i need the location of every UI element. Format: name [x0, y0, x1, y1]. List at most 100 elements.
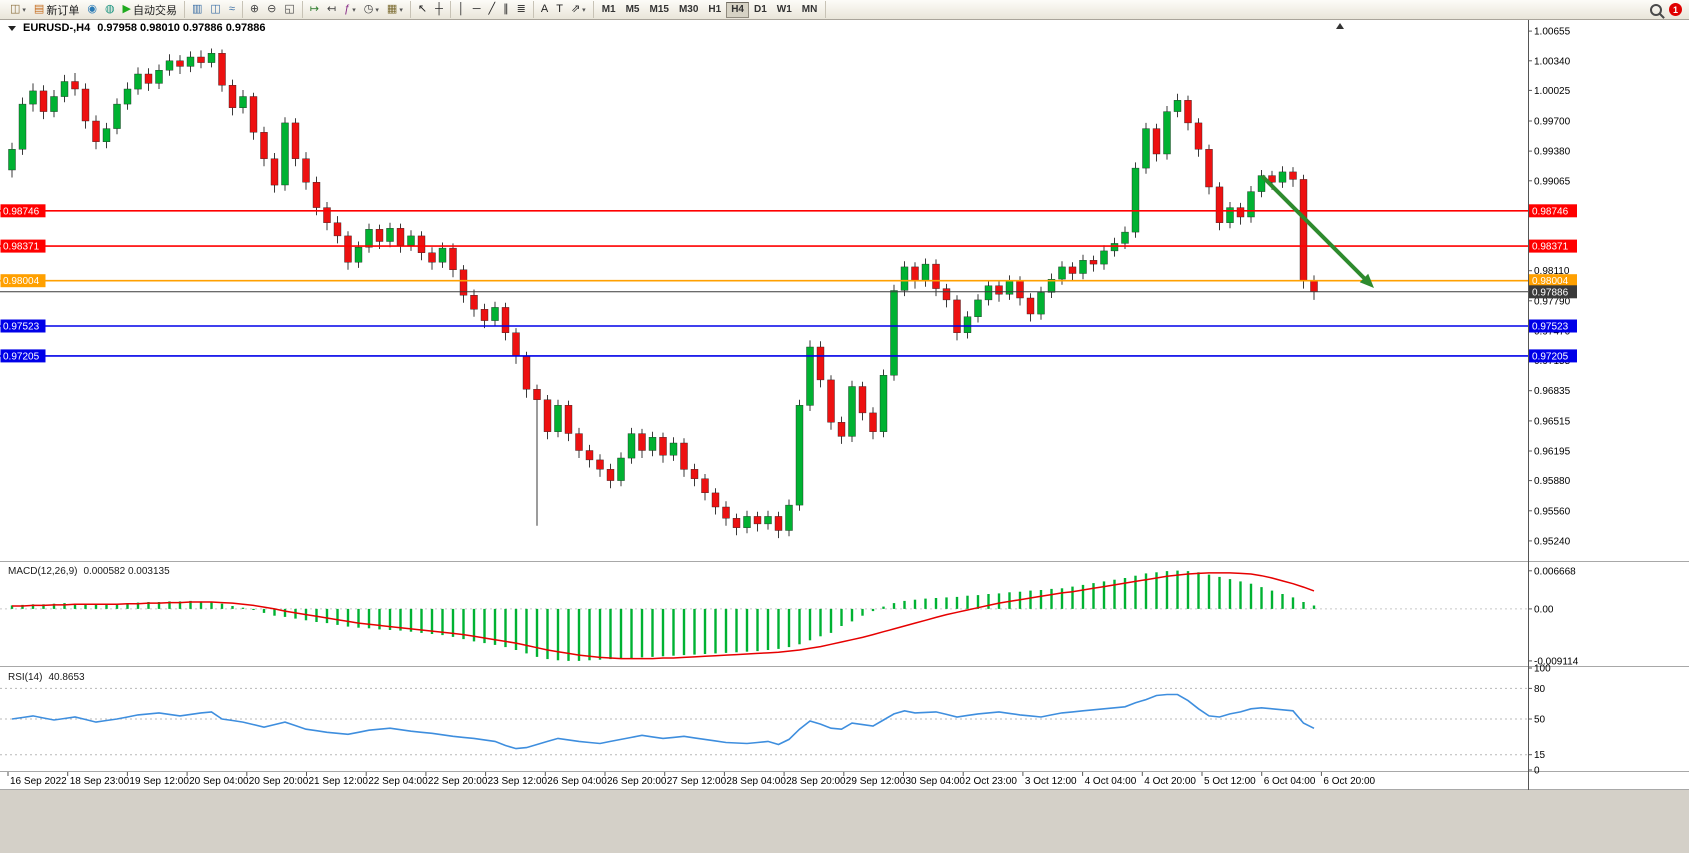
time-axis-label: 6 Oct 04:00	[1264, 776, 1316, 787]
time-axis-label: 30 Sep 04:00	[906, 776, 966, 787]
candle-chart-button[interactable]: ◫	[206, 2, 224, 18]
timeframe-w1-button[interactable]: W1	[772, 2, 797, 18]
candle	[638, 428, 646, 458]
candle	[942, 283, 951, 308]
equidistant-channel-button[interactable]: ∥	[499, 2, 513, 18]
price-line-label: 0.98371	[1529, 239, 1577, 253]
text-icon: A	[540, 3, 549, 15]
indicators-button[interactable]: ƒ ▾	[340, 2, 360, 18]
tile-windows-button[interactable]: ◱	[280, 2, 298, 18]
price-axis-label: 0.96835	[1534, 386, 1571, 397]
text-button[interactable]: A	[537, 2, 552, 18]
zoom-in-button[interactable]: ⊕	[246, 2, 263, 18]
arrows-button[interactable]: ⇗ ▾	[567, 2, 590, 18]
arrows-icon: ⇗	[570, 3, 581, 15]
cursor-button[interactable]: ↖	[414, 2, 431, 18]
timeframe-m5-button[interactable]: M5	[621, 2, 645, 18]
time-axis-label: 5 Oct 12:00	[1204, 776, 1256, 787]
rsi-axis-label: 50	[1534, 715, 1546, 726]
crosshair-button[interactable]: ┼	[431, 2, 447, 18]
candle	[1257, 170, 1266, 198]
candle	[228, 79, 237, 116]
vertical-line-button[interactable]: │	[454, 2, 469, 18]
chart-shift-icon: ↤	[326, 3, 337, 15]
svg-text:0.98746: 0.98746	[3, 206, 40, 217]
timeframe-m1-button[interactable]: M1	[597, 2, 621, 18]
svg-text:0.97523: 0.97523	[1532, 322, 1569, 333]
candle	[543, 395, 552, 440]
time-axis-label: 16 Sep 2022	[10, 776, 67, 787]
horizontal-line-button[interactable]: ─	[469, 2, 485, 18]
new-order-icon: ▤	[33, 3, 45, 15]
svg-text:0.98371: 0.98371	[1532, 242, 1569, 253]
price-axis-label: 1.00340	[1534, 56, 1571, 67]
new-chart-button[interactable]: ◫ ▾	[6, 2, 30, 18]
trend-arrow-annotation[interactable]	[1260, 174, 1374, 288]
templates-button[interactable]: ▦ ▾	[383, 2, 407, 18]
new-order-button[interactable]: ▤ 新订单	[30, 2, 83, 18]
candle	[249, 92, 258, 140]
indicators-icon: ƒ	[344, 3, 351, 15]
candle	[953, 295, 961, 341]
price-line-left-label: 0.98004	[0, 274, 46, 288]
timeframe-m30-button[interactable]: M30	[674, 2, 703, 18]
candle	[606, 463, 615, 489]
candle	[260, 126, 268, 167]
candle	[207, 48, 216, 68]
rsi-axis-label: 80	[1534, 684, 1546, 695]
svg-text:0.97886: 0.97886	[1532, 287, 1569, 298]
price-line-label: 0.98746	[1529, 204, 1577, 218]
candle	[732, 513, 741, 536]
price-axis-label: 0.99380	[1534, 147, 1571, 158]
time-axis-label: 4 Oct 04:00	[1085, 776, 1137, 787]
timeframe-m15-button[interactable]: M15	[645, 2, 674, 18]
candle	[1215, 182, 1224, 231]
auto-trading-button[interactable]: ▶ 自动交易	[119, 2, 181, 18]
toolbar-group: ⊕ ⊖ ◱	[243, 1, 303, 18]
price-axis[interactable]: 1.00655 1.00340 1.00025 0.99700 0.99380 0.990…	[1528, 27, 1571, 548]
zoom-out-button[interactable]: ⊖	[263, 2, 280, 18]
text-label-button[interactable]: T	[552, 2, 567, 18]
candle	[29, 83, 37, 112]
macd-histogram	[10, 570, 1316, 661]
bar-chart-button[interactable]: ▥	[188, 2, 206, 18]
vertical-line-icon: │	[457, 3, 465, 15]
candle	[1131, 162, 1140, 238]
candle	[596, 454, 604, 477]
timeframe-d1-button[interactable]: D1	[749, 2, 772, 18]
search-icon[interactable]	[1650, 3, 1662, 16]
trendline-icon: ╱	[488, 3, 496, 15]
notification-badge[interactable]: 1	[1669, 3, 1682, 16]
auto-scroll-button[interactable]: ↦	[306, 2, 323, 18]
sound-button[interactable]: ◉	[83, 2, 101, 18]
text-label-icon: T	[556, 3, 563, 15]
timeframe-mn-button[interactable]: MN	[797, 2, 823, 18]
time-axis-label: 6 Oct 20:00	[1323, 776, 1375, 787]
chart-menu-icon[interactable]	[8, 25, 16, 31]
svg-text:0.97205: 0.97205	[1532, 351, 1569, 362]
timeframe-h1-button[interactable]: H1	[703, 2, 726, 18]
candle	[1163, 106, 1171, 160]
candle	[1184, 95, 1192, 131]
candle	[1173, 93, 1182, 118]
fibonacci-button[interactable]: ≣	[513, 2, 530, 18]
candle	[564, 400, 573, 442]
time-axis[interactable]: 16 Sep 2022 18 Sep 23:00 19 Sep 12:00 20 Se…	[7, 772, 1376, 787]
candle	[302, 152, 310, 190]
timeframe-h4-button[interactable]: H4	[726, 1, 749, 18]
candle	[8, 142, 16, 178]
time-axis-label: 28 Sep 04:00	[726, 776, 786, 787]
periods-button[interactable]: ◷ ▾	[360, 2, 383, 18]
candle	[753, 511, 762, 532]
candle	[701, 474, 709, 501]
candle	[323, 202, 331, 231]
rsi-line	[11, 693, 1315, 750]
candle	[312, 176, 321, 216]
chart-shift-button[interactable]: ↤	[323, 2, 340, 18]
rsi-value: 40.8653	[48, 672, 85, 683]
line-chart-button[interactable]: ≈	[225, 2, 239, 18]
trendline-button[interactable]: ╱	[485, 2, 500, 18]
community-button[interactable]: ◍	[101, 2, 119, 18]
svg-text:0.97523: 0.97523	[3, 322, 40, 333]
candle	[1100, 245, 1108, 270]
